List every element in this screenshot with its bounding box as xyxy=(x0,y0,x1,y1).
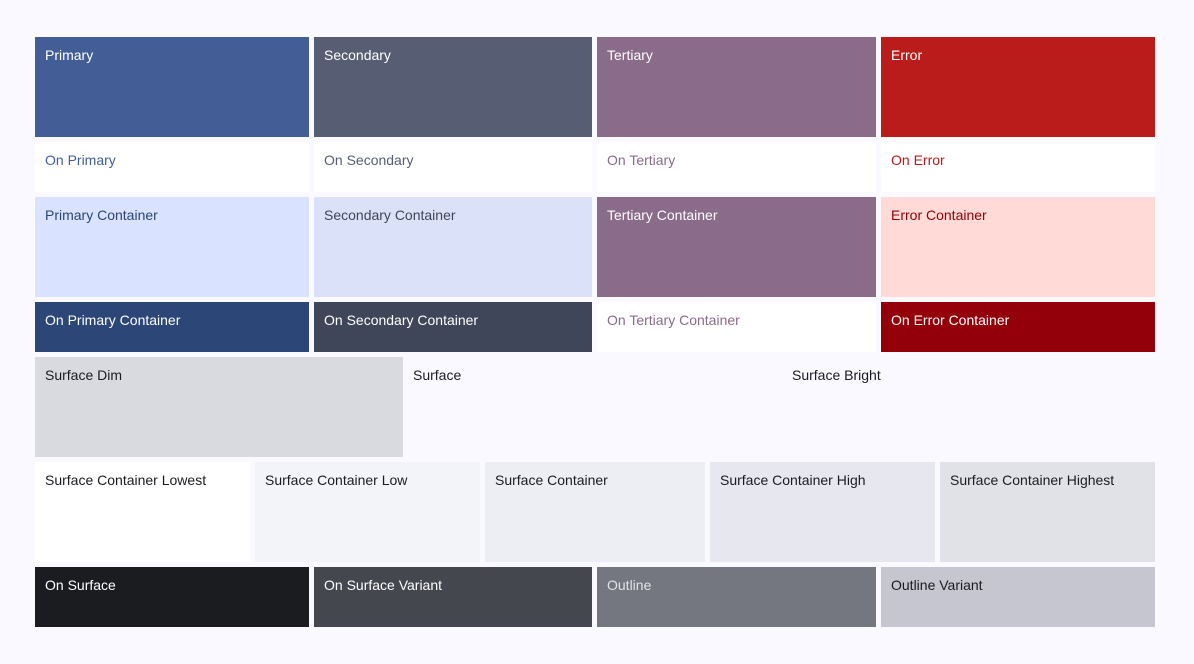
swatch-label: On Secondary Container xyxy=(324,312,479,328)
swatch-label: On Secondary xyxy=(324,152,414,168)
palette-row-on-container: On Primary Container On Secondary Contain… xyxy=(35,302,1155,352)
swatch-label: Outline Variant xyxy=(891,577,983,593)
swatch-label: On Surface xyxy=(45,577,116,593)
swatch-surface-bright: Surface Bright xyxy=(782,357,1155,457)
swatch-outline: Outline xyxy=(597,567,876,627)
swatch-on-tertiary-container: On Tertiary Container xyxy=(597,302,876,352)
palette-row-surface-containers: Surface Container Lowest Surface Containe… xyxy=(35,462,1155,562)
swatch-error: Error xyxy=(881,37,1155,137)
swatch-label: On Primary xyxy=(45,152,116,168)
swatch-label: Surface Container Lowest xyxy=(45,472,207,488)
swatch-error-container: Error Container xyxy=(881,197,1155,297)
swatch-surface-container: Surface Container xyxy=(485,462,705,562)
swatch-surface-container-high: Surface Container High xyxy=(710,462,935,562)
swatch-label: On Error Container xyxy=(891,312,1010,328)
swatch-outline-variant: Outline Variant xyxy=(881,567,1155,627)
swatch-label: Surface Dim xyxy=(45,367,123,383)
swatch-label: Outline xyxy=(607,577,652,593)
swatch-primary: Primary xyxy=(35,37,309,137)
swatch-on-surface-variant: On Surface Variant xyxy=(314,567,592,627)
swatch-label: Surface Container Highest xyxy=(950,472,1115,488)
swatch-label: Surface Container xyxy=(495,472,608,488)
swatch-label: Surface Container Low xyxy=(265,472,408,488)
swatch-label: Secondary Container xyxy=(324,207,456,223)
swatch-label: On Tertiary xyxy=(607,152,676,168)
swatch-surface-container-lowest: Surface Container Lowest xyxy=(35,462,250,562)
palette-row-on-surface: On Surface On Surface Variant Outline Outli… xyxy=(35,567,1155,627)
swatch-tertiary: Tertiary xyxy=(597,37,876,137)
swatch-tertiary-container: Tertiary Container xyxy=(597,197,876,297)
swatch-on-error-container: On Error Container xyxy=(881,302,1155,352)
palette-row-accent: Primary Secondary Tertiary Error xyxy=(35,37,1155,137)
swatch-on-surface: On Surface xyxy=(35,567,309,627)
swatch-label: Error xyxy=(891,47,923,63)
swatch-label: Secondary xyxy=(324,47,391,63)
swatch-on-tertiary: On Tertiary xyxy=(597,142,876,192)
swatch-label: Error Container xyxy=(891,207,987,223)
palette-row-on-accent: On Primary On Secondary On Tertiary On Erro… xyxy=(35,142,1155,192)
swatch-surface-dim: Surface Dim xyxy=(35,357,403,457)
swatch-label: On Surface Variant xyxy=(324,577,443,593)
swatch-surface-container-highest: Surface Container Highest xyxy=(940,462,1155,562)
palette-row-surface: Surface Dim Surface Surface Bright xyxy=(35,357,1155,457)
swatch-secondary: Secondary xyxy=(314,37,592,137)
swatch-label: On Error xyxy=(891,152,945,168)
palette-row-container: Primary Container Secondary Container Tert… xyxy=(35,197,1155,297)
swatch-label: On Tertiary Container xyxy=(607,312,740,328)
swatch-label: Primary Container xyxy=(45,207,158,223)
swatch-on-primary-container: On Primary Container xyxy=(35,302,309,352)
swatch-surface: Surface xyxy=(403,357,782,457)
swatch-on-error: On Error xyxy=(881,142,1155,192)
swatch-label: Surface Bright xyxy=(792,367,881,383)
swatch-label: Primary xyxy=(45,47,94,63)
swatch-secondary-container: Secondary Container xyxy=(314,197,592,297)
swatch-label: Surface xyxy=(413,367,462,383)
swatch-primary-container: Primary Container xyxy=(35,197,309,297)
swatch-on-secondary: On Secondary xyxy=(314,142,592,192)
swatch-surface-container-low: Surface Container Low xyxy=(255,462,480,562)
swatch-label: Surface Container High xyxy=(720,472,866,488)
swatch-label: On Primary Container xyxy=(45,312,181,328)
swatch-label: Tertiary Container xyxy=(607,207,718,223)
swatch-on-primary: On Primary xyxy=(35,142,309,192)
swatch-on-secondary-container: On Secondary Container xyxy=(314,302,592,352)
swatch-label: Tertiary xyxy=(607,47,653,63)
